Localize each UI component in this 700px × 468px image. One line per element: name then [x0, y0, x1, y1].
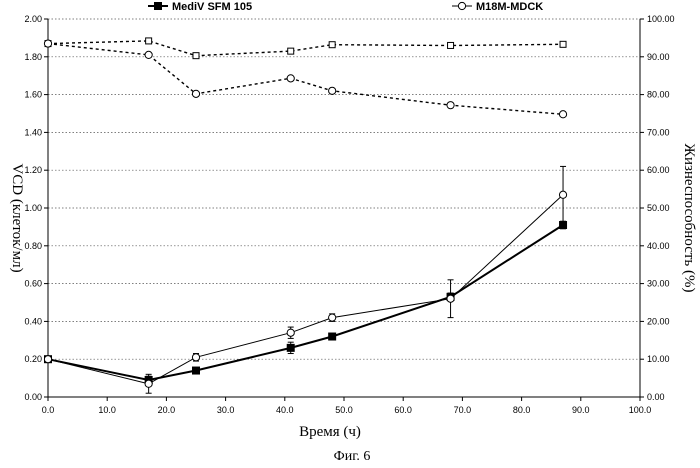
y-tick-label: 1.40: [24, 127, 42, 137]
y2-tick-label: 60.00: [647, 165, 670, 175]
x-tick-label: 30.0: [217, 405, 235, 415]
x-tick-label: 10.0: [98, 405, 116, 415]
data-point: [458, 2, 465, 9]
series-line: [48, 195, 563, 384]
data-point: [447, 102, 454, 109]
data-point: [192, 354, 199, 361]
data-point: [146, 38, 152, 44]
axis-titles: Время (ч) VCD (клеток/мл) Жизнеспособнос…: [9, 144, 697, 464]
data-point: [329, 87, 336, 94]
data-point: [329, 42, 335, 48]
x-tick-label: 0.0: [42, 405, 55, 415]
data-point: [145, 380, 152, 387]
data-point: [329, 314, 336, 321]
series-layer: [44, 38, 566, 393]
y2-tick-label: 20.00: [647, 316, 670, 326]
axes: [44, 19, 644, 401]
y2-axis-title: Жизнеспособность (%): [681, 144, 697, 293]
series-3: [44, 40, 566, 118]
data-point: [448, 42, 454, 48]
y-tick-label: 1.20: [24, 165, 42, 175]
y-tick-label: 0.80: [24, 241, 42, 251]
y-axis-title: VCD (клеток/мл): [9, 163, 25, 272]
x-tick-label: 60.0: [394, 405, 412, 415]
legend-entry: M18M-MDCK: [452, 1, 543, 13]
data-point: [447, 295, 454, 302]
y-tick-label: 0.00: [24, 392, 42, 402]
data-point: [288, 48, 294, 54]
data-point: [193, 367, 200, 374]
x-tick-label: 80.0: [513, 405, 531, 415]
series-line: [48, 44, 563, 115]
x-tick-label: 50.0: [335, 405, 353, 415]
series-line: [48, 41, 563, 56]
data-point: [559, 191, 566, 198]
y-tick-label: 1.60: [24, 90, 42, 100]
y-tick-label: 0.60: [24, 279, 42, 289]
x-tick-label: 90.0: [572, 405, 590, 415]
y2-tick-label: 100.00: [647, 14, 675, 24]
y2-tick-label: 90.00: [647, 52, 670, 62]
data-point: [329, 333, 336, 340]
y2-tick-label: 10.00: [647, 354, 670, 364]
y2-tick-label: 0.00: [647, 392, 665, 402]
figure-caption: Фиг. 6: [334, 449, 371, 463]
legend-label: M18M-MDCK: [476, 1, 543, 13]
tick-labels: 0.00 0.20 0.40 0.60 0.80 1.00 1.20 1.40 1.60 1.80…: [24, 14, 674, 415]
y2-tick-label: 50.00: [647, 203, 670, 213]
x-tick-label: 70.0: [454, 405, 472, 415]
x-tick-label: 100.0: [629, 405, 652, 415]
data-point: [559, 111, 566, 118]
data-point: [287, 75, 294, 82]
y2-tick-label: 30.00: [647, 279, 670, 289]
legend-entry: MediV SFM 105: [148, 1, 252, 13]
data-point: [44, 40, 51, 47]
data-point: [287, 329, 294, 336]
data-point: [192, 90, 199, 97]
gridlines: [48, 19, 640, 359]
series-2: [45, 38, 566, 59]
y-tick-label: 1.00: [24, 203, 42, 213]
data-point: [560, 41, 566, 47]
data-point: [145, 51, 152, 58]
y-tick-label: 1.80: [24, 52, 42, 62]
x-axis-title: Время (ч): [299, 424, 361, 440]
y2-tick-label: 80.00: [647, 90, 670, 100]
legend-label: MediV SFM 105: [172, 1, 252, 13]
series-line: [48, 225, 563, 380]
legend: MediV SFM 105 M18M-MDCK: [148, 1, 543, 13]
x-tick-label: 20.0: [158, 405, 176, 415]
data-point: [193, 53, 199, 59]
y2-tick-label: 70.00: [647, 127, 670, 137]
y-tick-label: 0.40: [24, 316, 42, 326]
y-tick-label: 0.20: [24, 354, 42, 364]
data-point: [155, 3, 162, 10]
y-tick-label: 2.00: [24, 14, 42, 24]
data-point: [44, 356, 51, 363]
y2-tick-label: 40.00: [647, 241, 670, 251]
data-point: [287, 344, 294, 351]
x-tick-label: 40.0: [276, 405, 294, 415]
